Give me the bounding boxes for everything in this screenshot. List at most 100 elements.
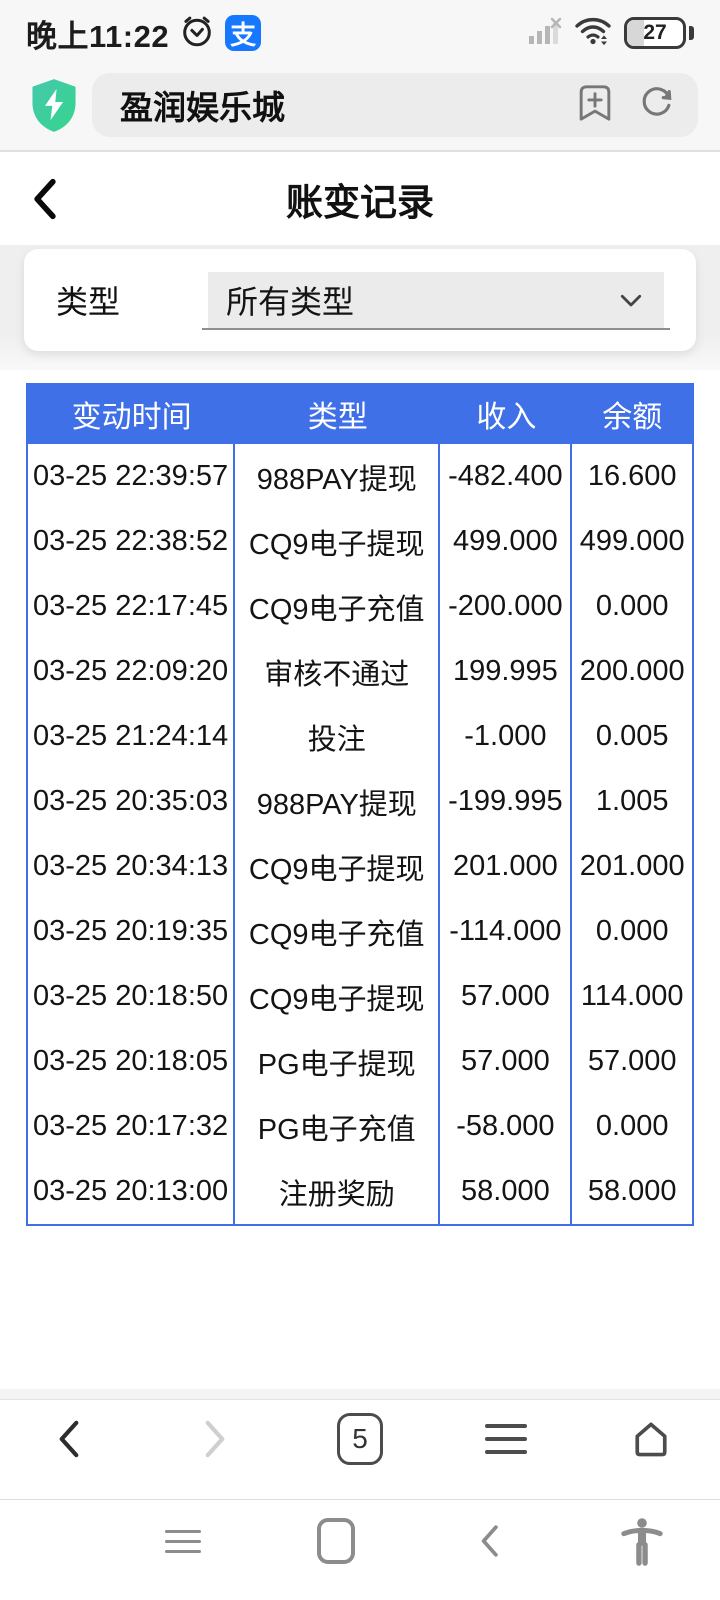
table-cell: 03-25 20:19:35	[28, 899, 236, 964]
battery-percent: 27	[643, 21, 667, 44]
page-content: 变动时间 类型 收入 余额 03-25 22:39:57 988PAY提现 -482…	[0, 370, 720, 1389]
table-cell: 499.000	[440, 509, 573, 574]
table-cell: 0.000	[595, 915, 669, 947]
system-menu-icon[interactable]	[160, 1514, 206, 1568]
table-row: 03-25 20:18:50 CQ9电子提现 57.000 114.000	[28, 964, 692, 1029]
table-cell: 03-25 20:35:03	[28, 769, 236, 834]
system-nav-bar	[0, 1499, 720, 1600]
url-field[interactable]: 盈润娱乐城	[92, 73, 698, 137]
table-cell: -482.400	[440, 444, 573, 509]
table-cell: CQ9电子充值	[235, 574, 441, 639]
table-cell: PG电子提现	[235, 1029, 441, 1094]
filter-section: 类型 所有类型	[0, 245, 720, 370]
signal-icon	[528, 16, 562, 51]
battery-nub	[689, 26, 694, 40]
table-body: 03-25 22:39:57 988PAY提现 -482.400 16.600 03-2…	[28, 444, 692, 1224]
clock-time: 晚上11:22	[26, 18, 170, 54]
table-cell: 58.000	[440, 1159, 573, 1224]
table-cell: 03-25 22:39:57	[28, 444, 236, 509]
col-header-income: 收入	[476, 400, 537, 434]
table-cell: PG电子充值	[235, 1094, 441, 1159]
table-header-row: 变动时间 类型 收入 余额	[26, 383, 694, 444]
table-cell: 199.995	[440, 639, 573, 704]
table-cell: 0.005	[595, 720, 669, 752]
table-cell: 投注	[235, 704, 441, 769]
table-row: 03-25 20:18:05 PG电子提现 57.000 57.000	[28, 1029, 692, 1094]
table-cell: 03-25 20:18:05	[28, 1029, 236, 1094]
tab-count-button[interactable]: 5	[336, 1412, 384, 1466]
table-row: 03-25 22:38:52 CQ9电子提现 499.000 499.000	[28, 509, 692, 574]
home-icon[interactable]	[627, 1412, 675, 1466]
table-cell: CQ9电子充值	[235, 899, 441, 964]
table-row: 03-25 20:19:35 CQ9电子充值 -114.000 0.000	[28, 899, 692, 964]
table-row: 03-25 20:35:03 988PAY提现 -199.995 1.005	[28, 769, 692, 834]
table-cell: 201.000	[579, 850, 685, 882]
type-select-wrap: 所有类型	[202, 272, 670, 330]
table-cell: 03-25 20:13:00	[28, 1159, 236, 1224]
nav-forward-icon	[191, 1412, 239, 1466]
table-cell: 58.000	[587, 1175, 677, 1207]
table-cell: 03-25 20:34:13	[28, 834, 236, 899]
table-cell: 57.000	[440, 964, 573, 1029]
table-row: 03-25 21:24:14 投注 -1.000 0.005	[28, 704, 692, 769]
table-cell: 1.005	[595, 785, 669, 817]
col-header-time: 变动时间	[71, 400, 192, 434]
filter-label: 类型	[56, 284, 121, 320]
menu-icon[interactable]	[482, 1412, 530, 1466]
table-cell: 03-25 20:17:32	[28, 1094, 236, 1159]
refresh-icon[interactable]	[638, 84, 676, 127]
tab-count[interactable]: 5	[337, 1412, 383, 1465]
table-cell: -199.995	[440, 769, 573, 834]
table-cell: 0.000	[595, 1110, 669, 1142]
page-bottom-strip	[0, 1389, 720, 1399]
table-cell: 57.000	[587, 1045, 677, 1077]
system-home-icon[interactable]	[313, 1514, 359, 1568]
table-cell: -200.000	[440, 574, 573, 639]
table-cell: 201.000	[440, 834, 573, 899]
alipay-icon: 支	[225, 15, 262, 51]
table-cell: 03-25 22:17:45	[28, 574, 236, 639]
accessibility-person-icon[interactable]	[619, 1514, 665, 1568]
page-title: 账变记录	[286, 181, 434, 223]
add-bookmark-icon[interactable]	[576, 83, 614, 128]
type-select[interactable]: 所有类型	[208, 272, 664, 328]
security-shield-icon[interactable]	[22, 77, 86, 133]
table-cell: 114.000	[580, 980, 684, 1012]
battery-fill	[627, 20, 644, 46]
col-header-type: 类型	[307, 400, 368, 434]
table-cell: 988PAY提现	[235, 769, 441, 834]
table-cell: -114.000	[440, 899, 573, 964]
battery-icon: 27	[624, 17, 686, 49]
table-cell: 57.000	[440, 1029, 573, 1094]
back-icon[interactable]	[16, 152, 74, 245]
table-cell: CQ9电子提现	[235, 964, 441, 1029]
table-cell: 988PAY提现	[235, 444, 441, 509]
system-back-icon[interactable]	[466, 1514, 512, 1568]
col-header-balance: 余额	[602, 400, 663, 434]
table-cell: CQ9电子提现	[235, 509, 441, 574]
table-cell: 200.000	[579, 655, 685, 687]
status-bar: 晚上11:22 支	[0, 0, 720, 60]
browser-nav-bar: 5	[0, 1399, 720, 1477]
table-cell: -1.000	[440, 704, 573, 769]
table-cell: 03-25 20:18:50	[28, 964, 236, 1029]
chevron-down-icon	[620, 294, 642, 307]
filter-card: 类型 所有类型	[24, 249, 696, 351]
table-cell: 16.600	[587, 460, 677, 492]
alarm-icon	[179, 13, 215, 54]
table-cell: 03-25 22:09:20	[28, 639, 236, 704]
browser-address-bar: 盈润娱乐城	[0, 60, 720, 152]
account-change-table: 变动时间 类型 收入 余额 03-25 22:39:57 988PAY提现 -482…	[26, 383, 694, 1226]
table-cell: 注册奖励	[235, 1159, 441, 1224]
nav-back-icon[interactable]	[45, 1412, 93, 1466]
table-cell: 499.000	[579, 525, 685, 557]
table-cell: 审核不通过	[235, 639, 441, 704]
table-cell: -58.000	[440, 1094, 573, 1159]
site-title: 盈润娱乐城	[120, 89, 285, 126]
table-row: 03-25 20:34:13 CQ9电子提现 201.000 201.000	[28, 834, 692, 899]
wifi-icon	[574, 15, 612, 52]
table-row: 03-25 22:39:57 988PAY提现 -482.400 16.600	[28, 444, 692, 509]
table-row: 03-25 20:17:32 PG电子充值 -58.000 0.000	[28, 1094, 692, 1159]
table-cell: 03-25 22:38:52	[28, 509, 236, 574]
